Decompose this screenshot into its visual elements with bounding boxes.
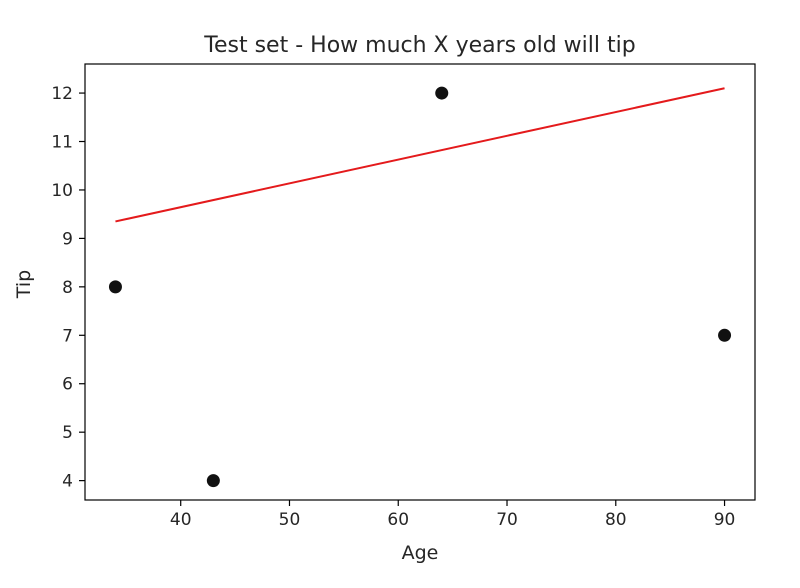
scatter-point (108, 280, 122, 294)
y-axis: 4 5 6 7 8 9 10 11 12 (51, 84, 85, 492)
y-tick-label: 4 (62, 472, 73, 492)
x-tick-label: 60 (387, 510, 409, 530)
plot-area (108, 86, 732, 488)
y-tick-label: 7 (62, 326, 73, 346)
x-axis: 40 50 60 70 80 90 (170, 500, 735, 530)
x-tick-label: 50 (279, 510, 301, 530)
plot-frame (84, 63, 756, 501)
y-tick-label: 11 (51, 133, 73, 153)
scatter-point (718, 328, 732, 342)
x-axis-label: Age (402, 542, 439, 564)
y-tick-label: 10 (51, 181, 73, 201)
y-tick-label: 12 (51, 84, 73, 104)
y-tick-label: 6 (62, 375, 73, 395)
scatter-point (435, 86, 449, 100)
x-tick-label: 70 (496, 510, 518, 530)
x-tick-label: 90 (714, 510, 736, 530)
x-tick-label: 40 (170, 510, 192, 530)
scatter-point (206, 474, 220, 488)
y-tick-label: 5 (62, 423, 73, 443)
regression-line (115, 87, 725, 223)
chart-title: Test set - How much X years old will tip (203, 33, 635, 58)
y-tick-label: 8 (62, 278, 73, 298)
y-axis-label: Tip (13, 270, 35, 299)
x-tick-label: 80 (605, 510, 627, 530)
y-tick-label: 9 (62, 229, 73, 249)
